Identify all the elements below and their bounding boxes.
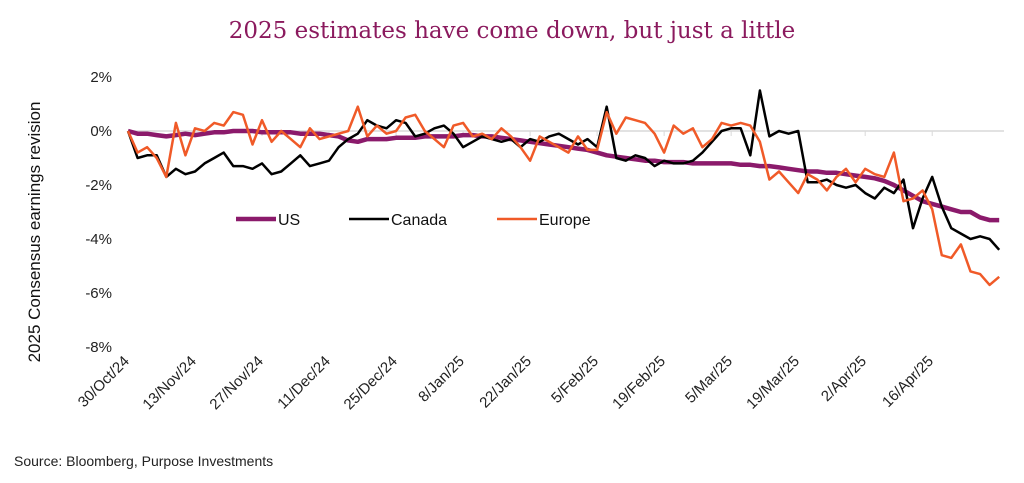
y-tick-label: -6%	[85, 285, 112, 302]
y-tick-label: 2%	[90, 69, 112, 86]
x-tick-label: 27/Nov/24	[206, 353, 266, 413]
y-tick-label: -2%	[85, 177, 112, 194]
chart-title: 2025 estimates have come down, but just …	[228, 18, 796, 44]
legend-label-canada: Canada	[391, 212, 447, 229]
legend-label-europe: Europe	[539, 212, 591, 229]
x-tick-label: 25/Dec/24	[341, 353, 401, 413]
legend-label-us: US	[278, 212, 300, 229]
y-tick-label: 0%	[90, 123, 112, 140]
x-tick-label: 16/Apr/25	[879, 353, 937, 411]
x-tick-label: 11/Dec/24	[274, 353, 334, 413]
y-tick-label: -4%	[85, 231, 112, 248]
x-tick-label: 8/Jan/25	[415, 353, 468, 406]
series-line-us	[127, 128, 1000, 223]
series-line-canada	[126, 89, 1001, 251]
x-tick-label: 19/Mar/25	[743, 353, 803, 413]
source-note: Source: Bloomberg, Purpose Investments	[14, 453, 274, 469]
x-tick-label: 19/Feb/25	[609, 353, 669, 413]
series-line-europe	[126, 105, 1001, 287]
y-tick-label: -8%	[85, 339, 112, 356]
x-tick-label: 5/Mar/25	[682, 353, 736, 407]
x-tick-label: 5/Feb/25	[548, 353, 602, 407]
x-tick-label: 22/Jan/25	[476, 353, 535, 412]
x-tick-label: 2/Apr/25	[818, 353, 870, 405]
x-tick-label: 30/Oct/24	[75, 353, 133, 411]
x-tick-label: 13/Nov/24	[139, 353, 199, 413]
